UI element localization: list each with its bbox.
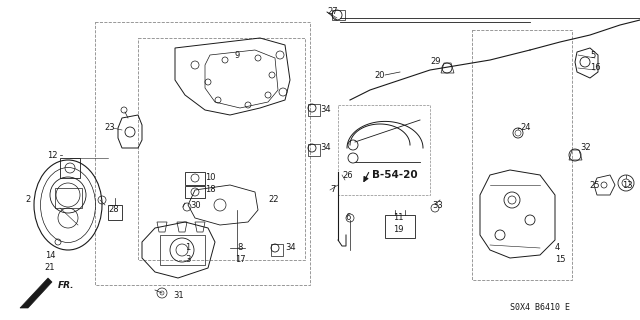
Text: 26: 26 bbox=[342, 171, 353, 180]
Text: 13: 13 bbox=[622, 180, 632, 189]
Text: 8: 8 bbox=[237, 244, 243, 252]
Text: 18: 18 bbox=[205, 186, 216, 195]
Text: 14: 14 bbox=[45, 251, 55, 260]
Text: 27: 27 bbox=[327, 7, 338, 17]
Text: 19: 19 bbox=[393, 226, 403, 235]
Bar bbox=[338, 105, 430, 195]
Text: 7: 7 bbox=[330, 186, 335, 195]
Text: 32: 32 bbox=[580, 143, 591, 153]
Bar bbox=[185, 172, 205, 185]
Bar bbox=[108, 205, 122, 220]
Text: 1: 1 bbox=[185, 244, 190, 252]
Text: 29: 29 bbox=[430, 58, 440, 67]
Text: 9: 9 bbox=[234, 51, 239, 60]
Bar bbox=[95, 22, 310, 285]
Bar bbox=[185, 186, 205, 198]
Text: 10: 10 bbox=[205, 173, 216, 182]
Bar bbox=[160, 235, 205, 265]
Text: 4: 4 bbox=[555, 244, 560, 252]
Text: 22: 22 bbox=[268, 196, 278, 204]
Text: 34: 34 bbox=[320, 106, 331, 115]
Text: 34: 34 bbox=[320, 143, 331, 153]
Text: 15: 15 bbox=[555, 255, 566, 265]
Text: 17: 17 bbox=[235, 255, 245, 265]
Text: S0X4 B6410 E: S0X4 B6410 E bbox=[510, 303, 570, 313]
Bar bbox=[308, 144, 320, 156]
Bar bbox=[271, 244, 283, 256]
Bar bbox=[308, 104, 320, 116]
Text: 33: 33 bbox=[432, 201, 443, 210]
Text: 12: 12 bbox=[47, 150, 58, 159]
Text: 2: 2 bbox=[25, 196, 30, 204]
Bar bbox=[332, 10, 345, 20]
Text: 31: 31 bbox=[173, 291, 184, 300]
Text: 25: 25 bbox=[589, 180, 600, 189]
Bar bbox=[55, 188, 82, 208]
Text: FR.: FR. bbox=[58, 281, 74, 290]
Text: 21: 21 bbox=[45, 262, 55, 271]
Text: 28: 28 bbox=[108, 205, 118, 214]
Bar bbox=[472, 30, 572, 280]
Text: 20: 20 bbox=[374, 70, 385, 79]
Polygon shape bbox=[20, 278, 52, 308]
Text: 16: 16 bbox=[590, 62, 600, 71]
Bar bbox=[138, 38, 305, 260]
Text: 11: 11 bbox=[393, 213, 403, 222]
Text: 24: 24 bbox=[520, 124, 531, 132]
Bar bbox=[60, 158, 80, 178]
Text: 5: 5 bbox=[590, 51, 595, 60]
Text: 3: 3 bbox=[185, 255, 190, 265]
Text: 6: 6 bbox=[345, 213, 350, 222]
Text: B-54-20: B-54-20 bbox=[372, 170, 418, 180]
Text: 23: 23 bbox=[104, 124, 115, 132]
Text: 30: 30 bbox=[190, 201, 200, 210]
Bar bbox=[385, 215, 415, 238]
Text: 34: 34 bbox=[285, 244, 296, 252]
